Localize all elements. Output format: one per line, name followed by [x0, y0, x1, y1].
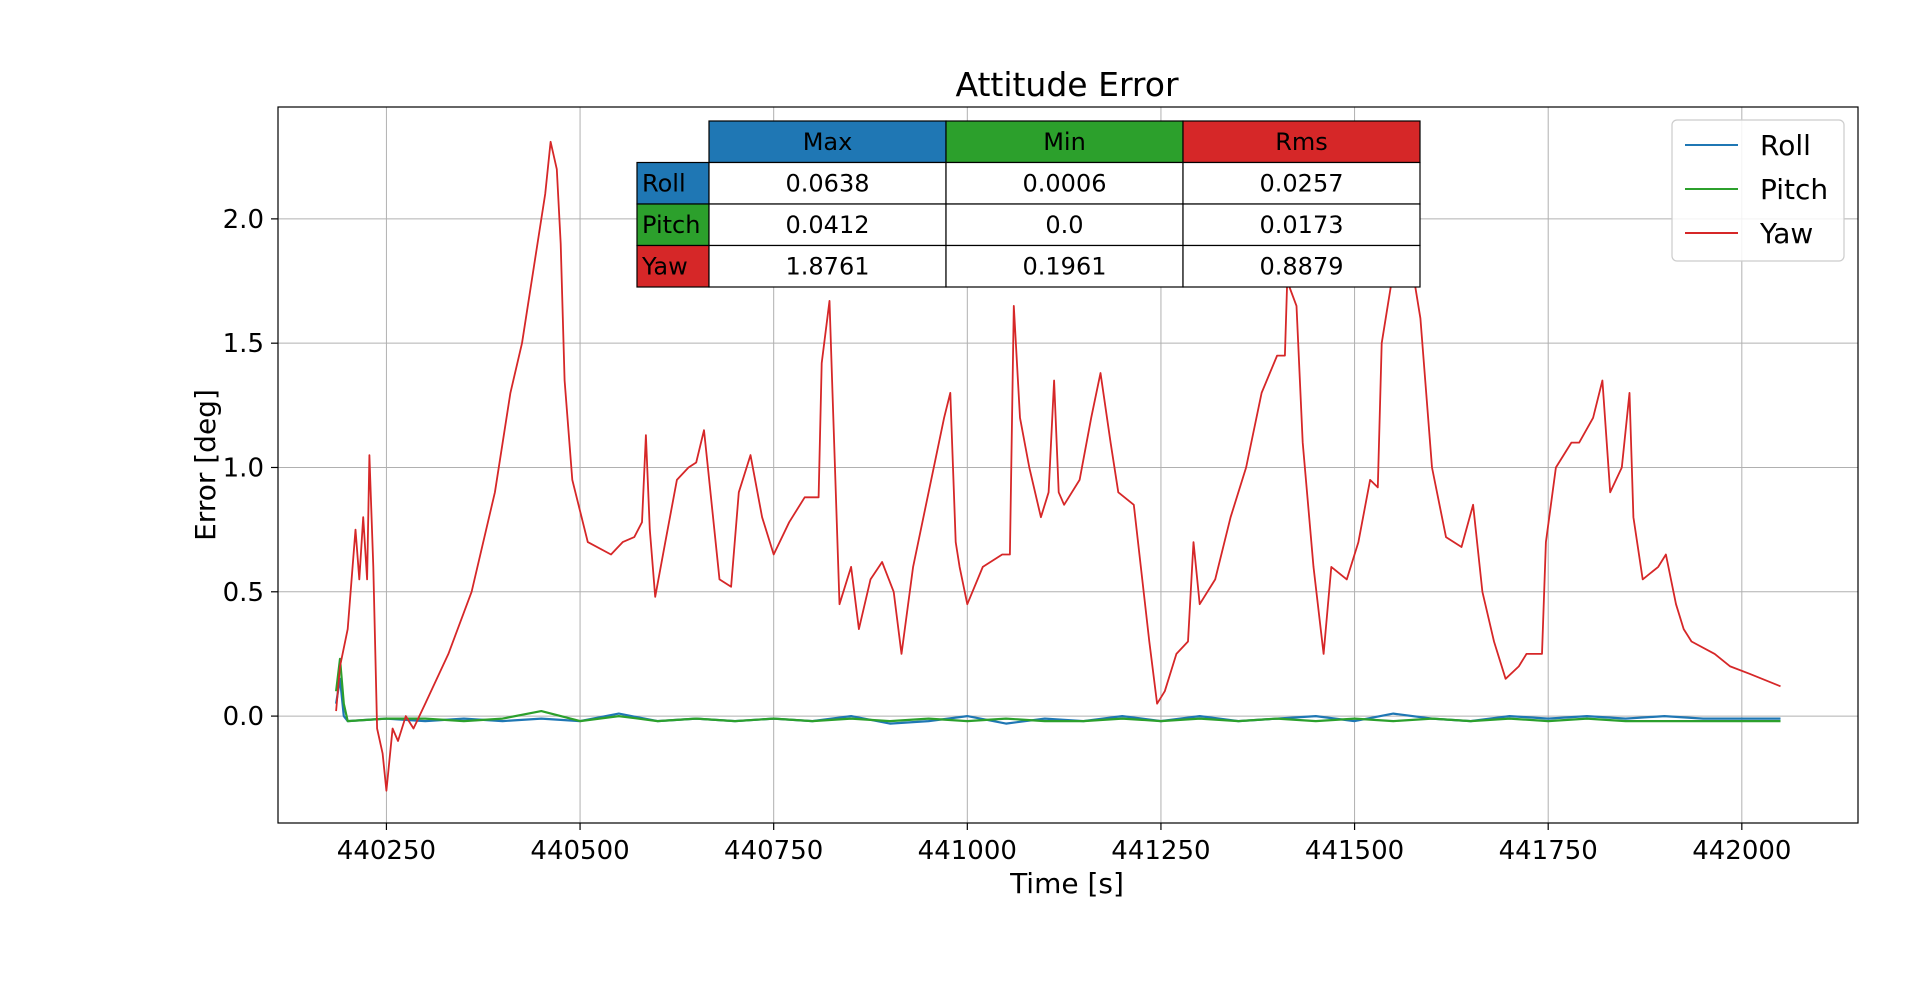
stats-table: Max Min Rms Roll 0.0638 0.0006 0.0257 Pitch 0.04…: [636, 120, 1421, 288]
table-cell-value: 0.1961: [1023, 253, 1107, 281]
table-cell: [708, 203, 947, 247]
table-cell-value: 0.0: [1045, 211, 1083, 239]
table-cell-value: 0.0412: [786, 211, 870, 239]
y-tick-label: 2.0: [223, 205, 264, 235]
table-row-label: Yaw: [641, 253, 688, 281]
x-tick-label: 441500: [1305, 836, 1404, 866]
chart-title: Attitude Error: [955, 65, 1179, 104]
table-cell: [945, 203, 1184, 247]
x-tick-label: 442000: [1692, 836, 1791, 866]
y-tick-label: 1.0: [223, 453, 264, 483]
legend-label: Roll: [1760, 129, 1811, 162]
table-cell-value: 0.0006: [1023, 170, 1107, 198]
table-cell: [1182, 161, 1421, 205]
y-tick-label: 0.5: [223, 578, 264, 608]
y-tick-label: 1.5: [223, 329, 264, 359]
table-row-label: Pitch: [642, 211, 700, 239]
table-cell: [1182, 203, 1421, 247]
y-axis-label: Error [deg]: [189, 389, 222, 541]
x-tick-label: 440500: [530, 836, 629, 866]
legend-label: Yaw: [1759, 217, 1813, 250]
x-axis-label: Time [s]: [1009, 867, 1124, 900]
table-row-label: Roll: [642, 170, 686, 198]
plot-frame: [277, 106, 1859, 824]
table-cell-value: 0.8879: [1260, 253, 1344, 281]
x-tick-label: 440250: [337, 836, 436, 866]
y-axis-ticks: 0.0 0.5 1.0 1.5 2.0: [223, 205, 278, 732]
table-cell: [1182, 244, 1421, 288]
table-cell-value: 0.0638: [786, 170, 870, 198]
table-header-label: Rms: [1275, 128, 1328, 156]
x-tick-label: 441000: [918, 836, 1017, 866]
table-header-cell: [1182, 120, 1421, 164]
table-cell-value: 1.8761: [786, 253, 870, 281]
table-cell-value: 0.0257: [1260, 170, 1344, 198]
table-header-label: Min: [1043, 128, 1086, 156]
table-header-cell: [708, 120, 947, 164]
legend-label: Pitch: [1760, 173, 1828, 206]
series-line-yaw: [335, 140, 1781, 792]
table-header-cell: [945, 120, 1184, 164]
x-tick-label: 440750: [724, 836, 823, 866]
table-cell: [708, 244, 947, 288]
table-cell: [708, 161, 947, 205]
table-cell-value: 0.0173: [1260, 211, 1344, 239]
series-line-pitch: [335, 657, 1781, 723]
table-header-label: Max: [803, 128, 853, 156]
x-tick-label: 441250: [1111, 836, 1210, 866]
table-row-label-cell: [636, 203, 710, 247]
legend-box: [1671, 119, 1845, 262]
y-tick-label: 0.0: [223, 702, 264, 732]
x-tick-label: 441750: [1499, 836, 1598, 866]
table-cell: [945, 244, 1184, 288]
legend: Roll Pitch Yaw: [1671, 119, 1845, 262]
x-axis-ticks: 440250 440500 440750 441000 441250 441500 4417…: [337, 823, 1791, 866]
table-cell: [945, 161, 1184, 205]
series-layer: [335, 140, 1781, 792]
